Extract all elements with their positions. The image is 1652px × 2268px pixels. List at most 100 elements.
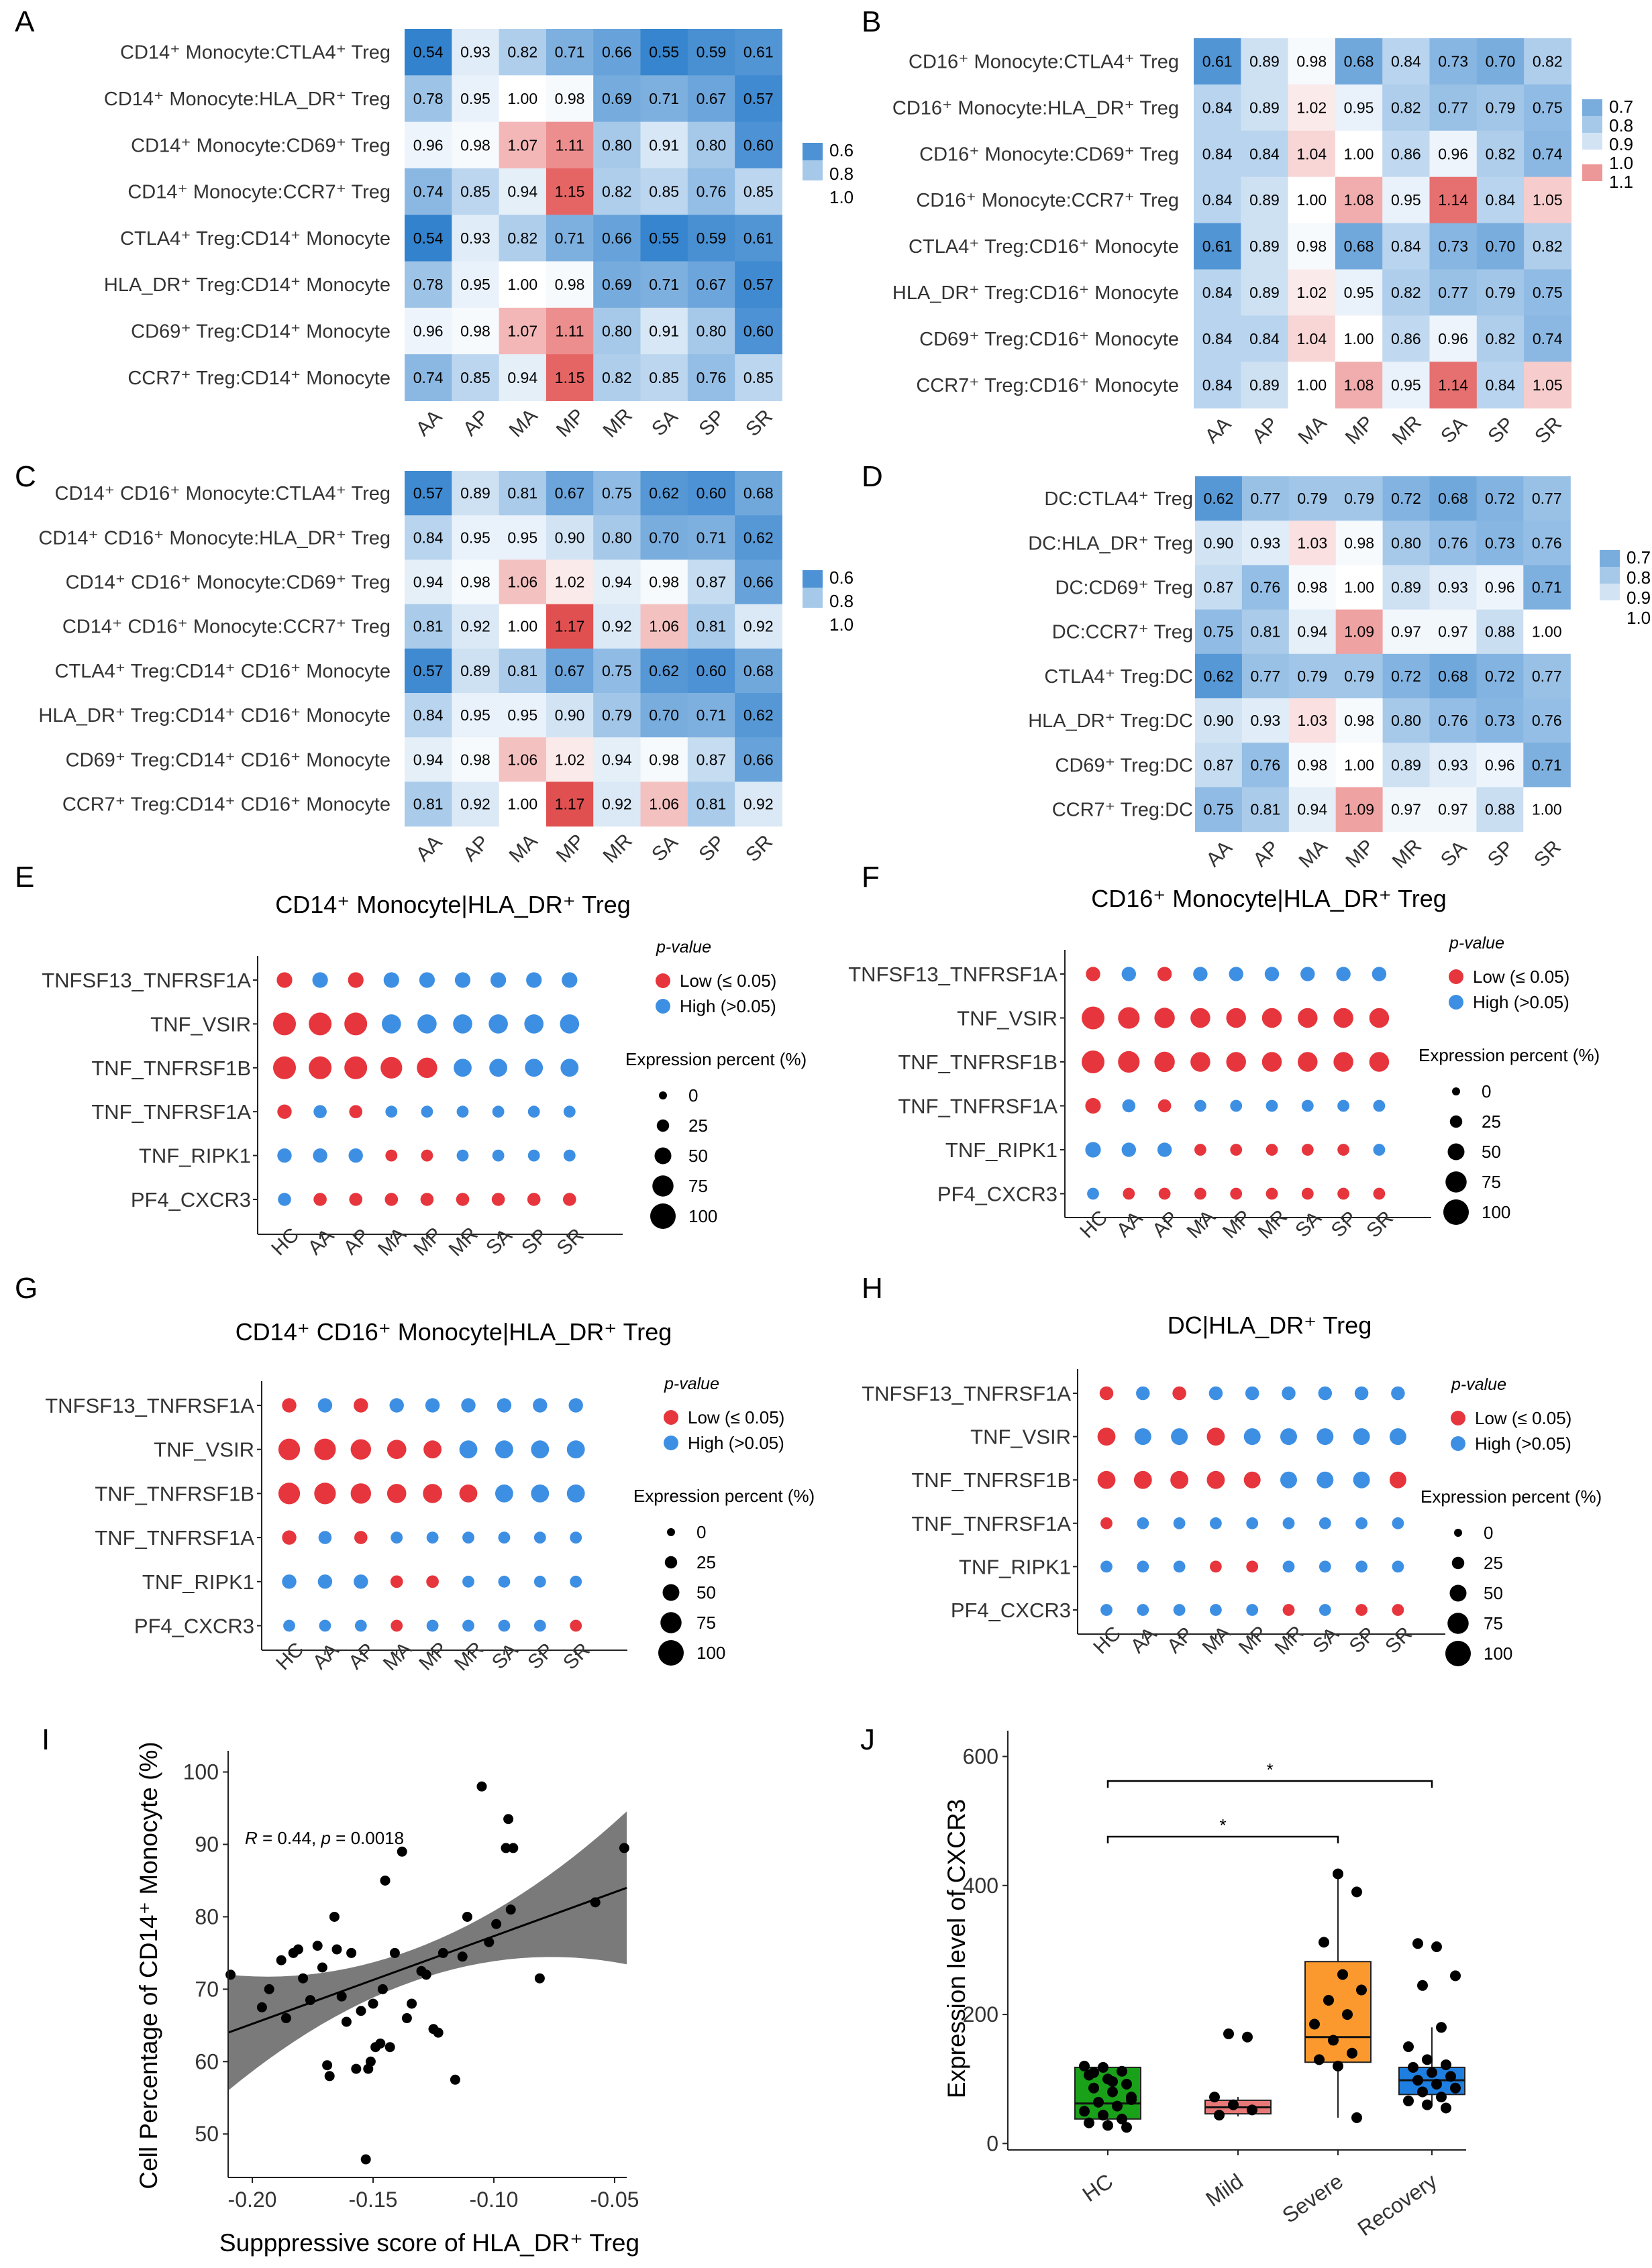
heatmap-cell [452, 168, 500, 215]
dotplot-dot [1353, 1428, 1370, 1446]
heatmap-cell-value: 0.96 [1485, 579, 1515, 596]
dotplot-dot [1085, 1097, 1101, 1114]
heatmap-cell-value: 1.00 [1344, 579, 1374, 596]
heatmap-cell-value: 0.95 [1391, 376, 1421, 394]
heatmap-cell-value: 0.77 [1532, 490, 1562, 507]
dotplot-dot [1317, 1428, 1334, 1446]
panel-letter-h: H [862, 1272, 883, 1305]
heatmap-row-label: CD14⁺ CD16⁺ Monocyte:CTLA4⁺ Treg [55, 483, 391, 504]
heatmap-cell [405, 559, 452, 605]
scatter-point [346, 1947, 357, 1958]
heatmap-cell [452, 693, 500, 738]
heatmap-cell [1429, 521, 1477, 565]
expression-legend-swatch [656, 1119, 670, 1132]
heatmap-cell [499, 515, 547, 560]
dotplot-dot [1373, 1144, 1386, 1156]
boxplot-point [1314, 2054, 1325, 2065]
dotplot-dot [562, 972, 578, 988]
dotplot-dot [309, 1056, 332, 1079]
heatmap-cell-value: 1.05 [1533, 191, 1563, 209]
scatter-point [264, 1984, 274, 1994]
boxplot-point [1441, 2059, 1451, 2071]
heatmap-cell-value: 0.98 [649, 574, 679, 591]
heatmap-cell-value: 0.85 [649, 183, 679, 201]
heatmap-row-label: HLA_DR⁺ Treg:CD14⁺ Monocyte [104, 274, 391, 296]
heatmap-cell-value: 0.75 [602, 484, 632, 502]
heatmap-cell [546, 354, 594, 401]
heatmap-cell-value: 0.93 [1438, 756, 1468, 773]
dotplot-dot [560, 1059, 579, 1077]
dotplot-dot [348, 972, 364, 988]
expression-legend-label: 100 [696, 1643, 725, 1663]
scatter-y-tick-label: 90 [195, 1833, 219, 1857]
heatmap-row-label: CD14⁺ Monocyte:CCR7⁺ Treg [127, 182, 391, 203]
pvalue-legend-high-swatch [664, 1436, 678, 1450]
scatter-y-tick-label: 60 [195, 2049, 219, 2073]
scatter-y-axis-title: Cell Percentage of CD14⁺ Monocyte (%) [135, 1741, 162, 2189]
heatmap-cell [1524, 176, 1571, 224]
heatmap-cell [1241, 653, 1290, 699]
scatter-point [368, 1998, 378, 2009]
boxplot-point [1098, 2110, 1108, 2121]
expression-legend-label: 75 [696, 1613, 716, 1633]
boxplot-point [1117, 2065, 1127, 2077]
heatmap-cell-value: 0.98 [1296, 52, 1327, 70]
dotplot-dot [313, 1148, 327, 1163]
panel-letter-f: F [862, 861, 880, 894]
heatmap-cell [1241, 38, 1289, 85]
heatmap-legend-swatch [1582, 150, 1602, 164]
correlation-r-value: = 0.44, [258, 1828, 321, 1848]
heatmap-legend-label: 0.8 [829, 591, 854, 611]
heatmap-cell [452, 737, 500, 782]
dotplot-title: CD14⁺ Monocyte|HLA_DR⁺ Treg [275, 891, 631, 918]
scatter-point [377, 1984, 388, 1994]
heatmap-cell [1382, 521, 1431, 565]
correlation-p-label: p [320, 1828, 330, 1848]
dotplot-dot [354, 1398, 368, 1413]
boxplot-point [1427, 2067, 1437, 2078]
heatmap-cell-value: 0.84 [1486, 376, 1516, 394]
heatmap-cell [735, 515, 782, 560]
heatmap-cell-value: 0.82 [602, 369, 632, 386]
dotplot-dot [560, 1014, 580, 1034]
scatter-point [508, 1843, 519, 1853]
dotplot-dot [1298, 1052, 1318, 1072]
dotplot-dot [1229, 967, 1243, 981]
heatmap-cell [735, 29, 782, 76]
heatmap-cell [546, 29, 594, 76]
heatmap-cell-value: 0.59 [696, 44, 727, 61]
heatmap-cell-value: 0.81 [413, 796, 444, 813]
heatmap-cell-value: 0.73 [1438, 52, 1468, 70]
heatmap-cell [1288, 609, 1337, 655]
heatmap-cell-value: 0.95 [1391, 191, 1421, 209]
heatmap-cell [1335, 84, 1383, 131]
pvalue-legend-low-label: Low (≤ 0.05) [1473, 967, 1569, 987]
dotplot-dot [456, 1193, 470, 1206]
heatmap-cell [1241, 362, 1289, 409]
heatmap-cell-value: 0.74 [1533, 330, 1563, 347]
boxplot-point [1088, 2067, 1099, 2078]
heatmap-cell-value: 0.89 [1249, 191, 1280, 209]
heatmap-cell [1429, 653, 1477, 699]
heatmap-cell [452, 261, 500, 309]
heatmap-cell-value: 0.98 [1296, 237, 1327, 255]
correlation-r-label: R [245, 1828, 258, 1848]
heatmap-cell-value: 0.87 [1204, 756, 1234, 773]
heatmap-cell-value: 0.70 [1486, 52, 1516, 70]
heatmap-cell [1195, 521, 1243, 565]
heatmap-cell [1288, 223, 1336, 270]
heatmap-legend-swatch [1582, 116, 1602, 133]
heatmap-cell-value: 0.70 [1486, 237, 1516, 255]
pvalue-legend-low-swatch [664, 1410, 678, 1425]
heatmap-panel-d: 0.62 0.77 0.79 0.79 0.72 0.68 0.72 0.77 0.90 0.93… [1028, 476, 1651, 873]
expression-legend-swatch [650, 1203, 676, 1229]
dotplot-dot [1097, 1427, 1116, 1446]
dotplot-dot [417, 1057, 437, 1079]
heatmap-cell [1195, 565, 1243, 610]
heatmap-cell [1288, 698, 1337, 743]
heatmap-cell-value: 0.80 [1391, 712, 1421, 729]
heatmap-cell-value: 0.71 [555, 44, 585, 61]
heatmap-cell [1288, 521, 1337, 565]
heatmap-cell-value: 0.80 [602, 322, 632, 339]
dotplot-dot [1190, 1008, 1210, 1028]
